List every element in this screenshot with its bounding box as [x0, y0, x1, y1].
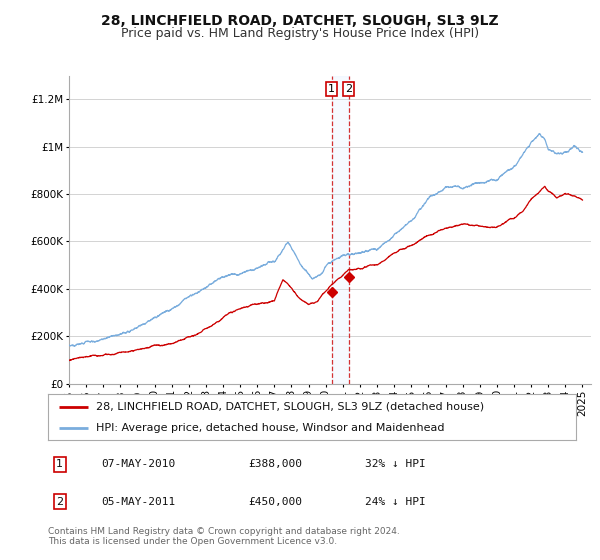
Text: 05-MAY-2011: 05-MAY-2011 — [101, 497, 175, 507]
Text: 07-MAY-2010: 07-MAY-2010 — [101, 459, 175, 469]
Text: 2: 2 — [56, 497, 63, 507]
Text: £388,000: £388,000 — [248, 459, 302, 469]
Text: 28, LINCHFIELD ROAD, DATCHET, SLOUGH, SL3 9LZ (detached house): 28, LINCHFIELD ROAD, DATCHET, SLOUGH, SL… — [95, 402, 484, 412]
Text: 28, LINCHFIELD ROAD, DATCHET, SLOUGH, SL3 9LZ: 28, LINCHFIELD ROAD, DATCHET, SLOUGH, SL… — [101, 14, 499, 28]
Text: Contains HM Land Registry data © Crown copyright and database right 2024.
This d: Contains HM Land Registry data © Crown c… — [48, 526, 400, 546]
Text: HPI: Average price, detached house, Windsor and Maidenhead: HPI: Average price, detached house, Wind… — [95, 423, 444, 433]
Text: 24% ↓ HPI: 24% ↓ HPI — [365, 497, 425, 507]
Text: 2: 2 — [345, 85, 352, 95]
Text: 1: 1 — [328, 85, 335, 95]
Text: Price paid vs. HM Land Registry's House Price Index (HPI): Price paid vs. HM Land Registry's House … — [121, 27, 479, 40]
Text: 32% ↓ HPI: 32% ↓ HPI — [365, 459, 425, 469]
Bar — [332, 76, 349, 384]
Text: £450,000: £450,000 — [248, 497, 302, 507]
Text: 1: 1 — [56, 459, 63, 469]
